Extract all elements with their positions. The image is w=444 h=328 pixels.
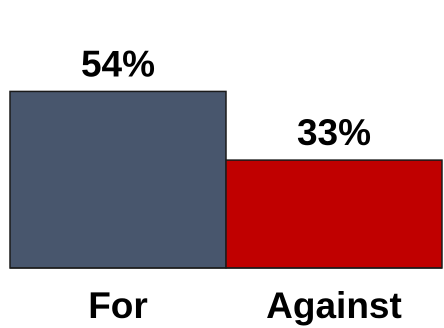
bars-group (9, 90, 443, 269)
category-label-for: For (88, 285, 148, 326)
data-label-against: 33% (297, 112, 371, 153)
data-label-for: 54% (81, 43, 155, 84)
bar-for (9, 90, 227, 269)
bar-against (225, 159, 443, 269)
value-labels-group: 54% 33% (81, 43, 371, 153)
category-labels-group: For Against (88, 285, 402, 326)
category-label-against: Against (266, 285, 402, 326)
